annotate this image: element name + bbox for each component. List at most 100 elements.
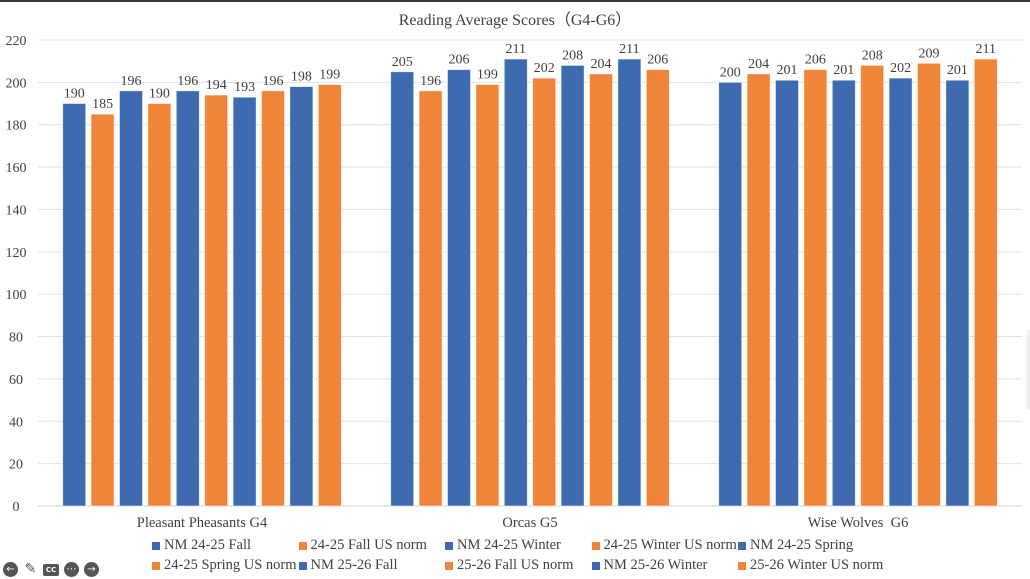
- data-label: 202: [890, 61, 911, 76]
- data-label: 209: [919, 46, 940, 61]
- y-tick-label: 180: [6, 119, 27, 134]
- data-label: 196: [263, 74, 284, 89]
- legend-item: 25-26 Fall US norm: [445, 557, 573, 574]
- chart-title: Reading Average Scores（G4-G6）: [398, 12, 632, 29]
- data-label: 202: [534, 61, 555, 76]
- legend-item: NM 24-25 Winter: [445, 537, 561, 554]
- y-tick-label: 160: [6, 161, 27, 176]
- legend-label: NM 24-25 Fall: [164, 537, 251, 553]
- bar: [888, 77, 913, 507]
- data-label: 208: [562, 48, 583, 63]
- slide-controls: ← ✎ CC ⋯ →: [3, 562, 99, 577]
- bar: [175, 90, 200, 507]
- bar: [503, 58, 528, 507]
- bar: [560, 65, 585, 507]
- bar: [831, 79, 856, 507]
- bar: [860, 65, 885, 507]
- bar: [447, 69, 471, 507]
- legend-label: 25-26 Winter US norm: [750, 557, 884, 573]
- data-label: 199: [319, 67, 340, 82]
- x-category-label: Pleasant Pheasants G4: [137, 515, 268, 531]
- data-label: 204: [748, 57, 769, 72]
- legend-item: 24-25 Fall US norm: [298, 537, 427, 554]
- y-tick-label: 0: [13, 500, 20, 515]
- y-tick-label: 80: [9, 331, 23, 346]
- data-label: 201: [833, 63, 854, 78]
- bars: [62, 58, 998, 507]
- bar: [589, 73, 613, 507]
- legend-swatch: [152, 561, 160, 570]
- data-label: 196: [177, 74, 198, 89]
- legend-item: NM 24-25 Spring: [738, 537, 853, 554]
- data-label: 206: [647, 53, 668, 68]
- legend-swatch: [298, 541, 307, 550]
- bar: [973, 58, 998, 507]
- data-label: 198: [291, 70, 312, 85]
- bar: [718, 81, 743, 507]
- edge-shadow: [1024, 330, 1030, 410]
- y-tick-label: 20: [9, 458, 23, 473]
- data-label: 190: [64, 87, 85, 102]
- bar: [917, 62, 941, 507]
- data-label: 190: [149, 87, 170, 102]
- data-label: 185: [92, 97, 113, 112]
- data-label: 206: [805, 53, 826, 68]
- data-label: 199: [477, 67, 498, 82]
- data-label: 208: [862, 48, 883, 63]
- bar: [317, 84, 342, 507]
- bar: [475, 84, 500, 507]
- y-tick-label: 120: [6, 246, 27, 261]
- data-label: 211: [976, 42, 996, 57]
- data-labels: 190 185 196 190 196 194 193 196 198 199 205 196 206 1…: [64, 42, 996, 112]
- legend-item: NM 24-25 Fall: [152, 537, 251, 554]
- legend-swatch: [445, 561, 453, 570]
- data-label: 200: [720, 65, 741, 80]
- more-circle-icon[interactable]: ⋯: [64, 562, 79, 577]
- bar: [232, 96, 257, 507]
- bar: [261, 90, 285, 507]
- y-tick-label: 220: [6, 34, 27, 49]
- top-border: [0, 0, 1030, 2]
- legend-swatch: [591, 541, 600, 550]
- y-tick-label: 100: [6, 288, 27, 303]
- legend-item: 24-25 Spring US norm: [152, 557, 297, 574]
- y-tick-label: 40: [9, 415, 23, 430]
- closed-captions-icon[interactable]: CC: [43, 563, 59, 576]
- bar: [390, 71, 415, 507]
- bar: [803, 69, 828, 507]
- arrow-right-circle-icon[interactable]: →: [84, 562, 99, 577]
- legend-item: NM 25-26 Fall: [298, 557, 398, 574]
- data-label: 193: [234, 80, 255, 95]
- bar: [532, 77, 557, 507]
- legend-swatch: [738, 541, 746, 550]
- legend-swatch: [445, 541, 453, 550]
- legend-swatch: [591, 561, 600, 570]
- data-label: 196: [121, 74, 142, 89]
- pencil-icon[interactable]: ✎: [24, 561, 37, 577]
- bar: [617, 58, 642, 507]
- bar: [775, 79, 799, 507]
- legend-label: 24-25 Fall US norm: [310, 537, 427, 553]
- data-label: 206: [449, 53, 470, 68]
- legend-swatch: [298, 561, 307, 570]
- bar: [90, 113, 115, 507]
- x-axis-categories: Pleasant Pheasants G4 Orcas G5 Wise Wolves…: [137, 515, 909, 531]
- y-tick-label: 140: [6, 203, 27, 218]
- bar: [746, 73, 771, 507]
- data-label: 194: [206, 78, 227, 93]
- data-label: 205: [392, 55, 413, 70]
- bar: [418, 90, 443, 507]
- data-label: 196: [420, 74, 441, 89]
- bar: [62, 103, 87, 507]
- bar: [204, 94, 229, 507]
- legend-label: NM 25-26 Fall: [310, 557, 398, 573]
- x-category-label: Orcas G5: [502, 515, 557, 531]
- legend-swatch: [152, 541, 160, 550]
- gridlines: [38, 39, 1022, 507]
- legend-item: 25-26 Winter US norm: [738, 557, 883, 574]
- data-label: 211: [619, 42, 639, 57]
- arrow-left-circle-icon[interactable]: ←: [3, 562, 18, 577]
- y-tick-label: 200: [6, 76, 27, 91]
- data-label: 201: [947, 63, 968, 78]
